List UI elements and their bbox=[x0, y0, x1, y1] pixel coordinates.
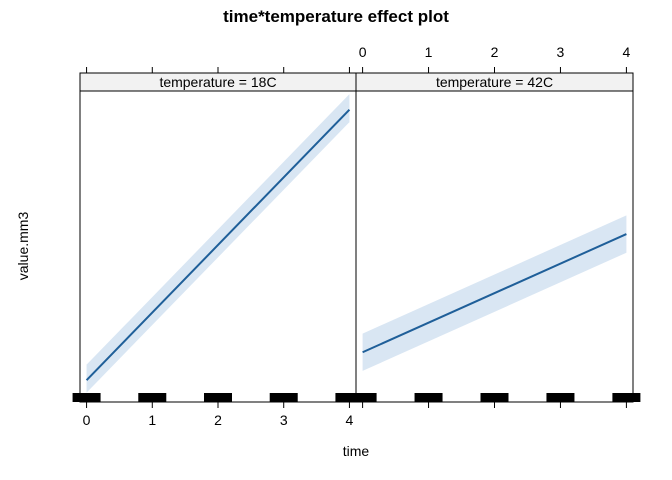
chart-title: time*temperature effect plot bbox=[223, 7, 449, 26]
y-axis-label: value.mm3 bbox=[15, 212, 31, 281]
strip-label: temperature = 42C bbox=[436, 74, 553, 90]
x-axis-label: time bbox=[343, 443, 370, 459]
x-tick-label-top: 4 bbox=[623, 44, 631, 60]
x-tick-label: 0 bbox=[83, 412, 91, 428]
fit-line bbox=[362, 233, 627, 354]
x-tick-label-top: 2 bbox=[491, 44, 499, 60]
x-tick-label-top: 0 bbox=[359, 44, 367, 60]
panels: temperature = 18C 0 1 2 3 4 temperature = 42C 0… bbox=[72, 44, 641, 428]
x-tick-label: 3 bbox=[280, 412, 288, 428]
rug-mark bbox=[204, 393, 232, 402]
rug-mark bbox=[414, 393, 443, 402]
x-tick-label-top: 3 bbox=[557, 44, 565, 60]
panel-1: temperature = 18C 0 1 2 3 4 bbox=[72, 67, 364, 428]
rug-mark bbox=[480, 393, 509, 402]
rug-mark bbox=[72, 393, 101, 402]
fit-line bbox=[85, 108, 351, 381]
rug-mark bbox=[612, 393, 641, 402]
confidence-band bbox=[86, 94, 350, 393]
panel-2: temperature = 42C 0 1 2 3 4 bbox=[348, 44, 641, 408]
x-tick-label: 1 bbox=[148, 412, 156, 428]
x-tick-label: 4 bbox=[346, 412, 354, 428]
rug-mark bbox=[546, 393, 575, 402]
rug-mark bbox=[269, 393, 298, 402]
x-tick-label: 2 bbox=[214, 412, 222, 428]
x-tick-label-top: 1 bbox=[425, 44, 433, 60]
rug-mark bbox=[348, 393, 377, 402]
rug-mark bbox=[138, 393, 167, 402]
strip-label: temperature = 18C bbox=[159, 74, 276, 90]
